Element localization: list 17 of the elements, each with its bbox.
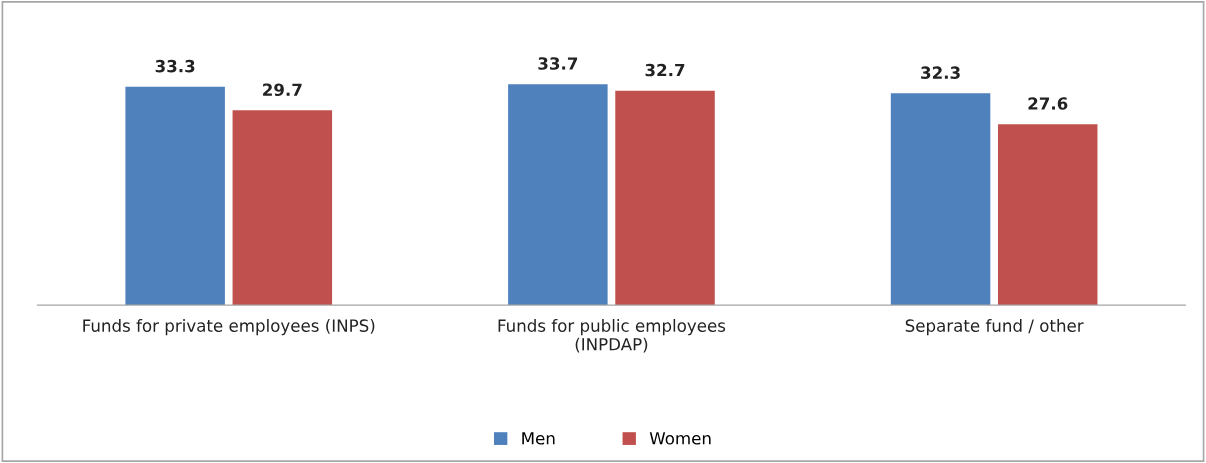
data-label: 33.3	[155, 59, 195, 73]
data-label: 32.3	[921, 66, 960, 79]
data-label: 32.7	[645, 63, 685, 77]
bar	[125, 86, 225, 306]
bar	[997, 124, 1098, 306]
x-tick-label: Separate fund / other	[905, 319, 1084, 336]
data-label: 33.7	[538, 57, 578, 70]
legend-label: Men	[522, 432, 555, 445]
legend-label: Women	[649, 432, 711, 445]
bar	[508, 84, 608, 306]
x-tick-label: Funds for private employees (INPS)	[83, 319, 375, 336]
x-tick-label: Funds for public employees (INPDAP)	[498, 319, 726, 353]
bar	[890, 93, 991, 306]
bar	[232, 110, 333, 306]
bar	[615, 90, 715, 306]
data-label: 27.6	[1028, 97, 1068, 110]
data-label: 29.7	[263, 83, 302, 97]
